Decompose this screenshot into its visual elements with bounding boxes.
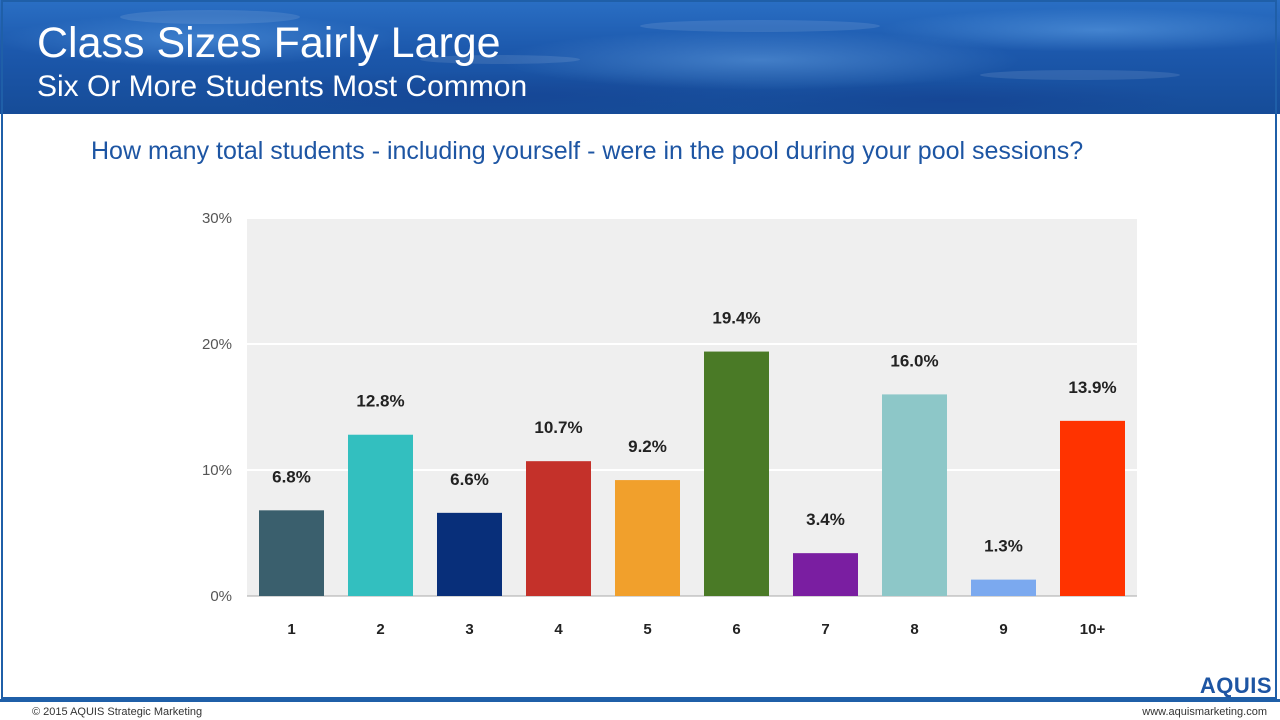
x-tick-label: 9 (999, 621, 1007, 638)
data-label: 9.2% (628, 437, 667, 456)
bar (615, 480, 680, 596)
data-label: 10.7% (534, 418, 582, 437)
x-tick-label: 1 (287, 621, 295, 638)
footer-copyright: © 2015 AQUIS Strategic Marketing (32, 706, 203, 718)
water-ripple (640, 20, 880, 32)
bar (348, 434, 413, 596)
data-label: 3.4% (806, 510, 845, 529)
x-tick-label: 6 (732, 621, 740, 638)
x-tick-label: 10+ (1080, 621, 1106, 638)
footer-website[interactable]: www.aquismarketing.com (1142, 706, 1267, 718)
slide-frame (1, 0, 1277, 699)
y-tick-label: 0% (210, 588, 232, 605)
data-label: 1.3% (984, 537, 1023, 556)
data-label: 16.0% (890, 351, 938, 370)
slide-title: Class Sizes Fairly Large (37, 19, 501, 67)
bar (704, 351, 769, 596)
data-label: 6.6% (450, 470, 489, 489)
x-tick-label: 7 (821, 621, 829, 638)
bar (793, 553, 858, 596)
bar (259, 510, 324, 596)
data-label: 13.9% (1068, 378, 1116, 397)
header-banner: Class Sizes Fairly Large Six Or More Stu… (0, 0, 1280, 114)
bar (971, 579, 1036, 596)
footer-divider (0, 699, 1280, 702)
data-label: 12.8% (356, 392, 404, 411)
y-tick-label: 20% (202, 336, 232, 353)
x-tick-label: 4 (554, 621, 563, 638)
water-ripple (120, 10, 300, 24)
slide-subtitle: Six Or More Students Most Common (37, 70, 528, 103)
y-tick-label: 30% (202, 210, 232, 227)
bar (1060, 420, 1125, 596)
data-label: 6.8% (272, 467, 311, 486)
x-tick-label: 5 (643, 621, 651, 638)
water-ripple (980, 70, 1180, 80)
bar (882, 394, 947, 596)
bar (526, 461, 591, 596)
x-tick-label: 3 (465, 621, 473, 638)
survey-question: How many total students - including your… (91, 137, 1084, 165)
aquis-logo: AQUIS (1199, 673, 1272, 698)
x-tick-label: 2 (376, 621, 384, 638)
data-label: 19.4% (712, 309, 760, 328)
x-tick-label: 8 (910, 621, 918, 638)
y-tick-label: 10% (202, 462, 232, 479)
water-ripple (420, 55, 580, 64)
bar (437, 512, 502, 596)
